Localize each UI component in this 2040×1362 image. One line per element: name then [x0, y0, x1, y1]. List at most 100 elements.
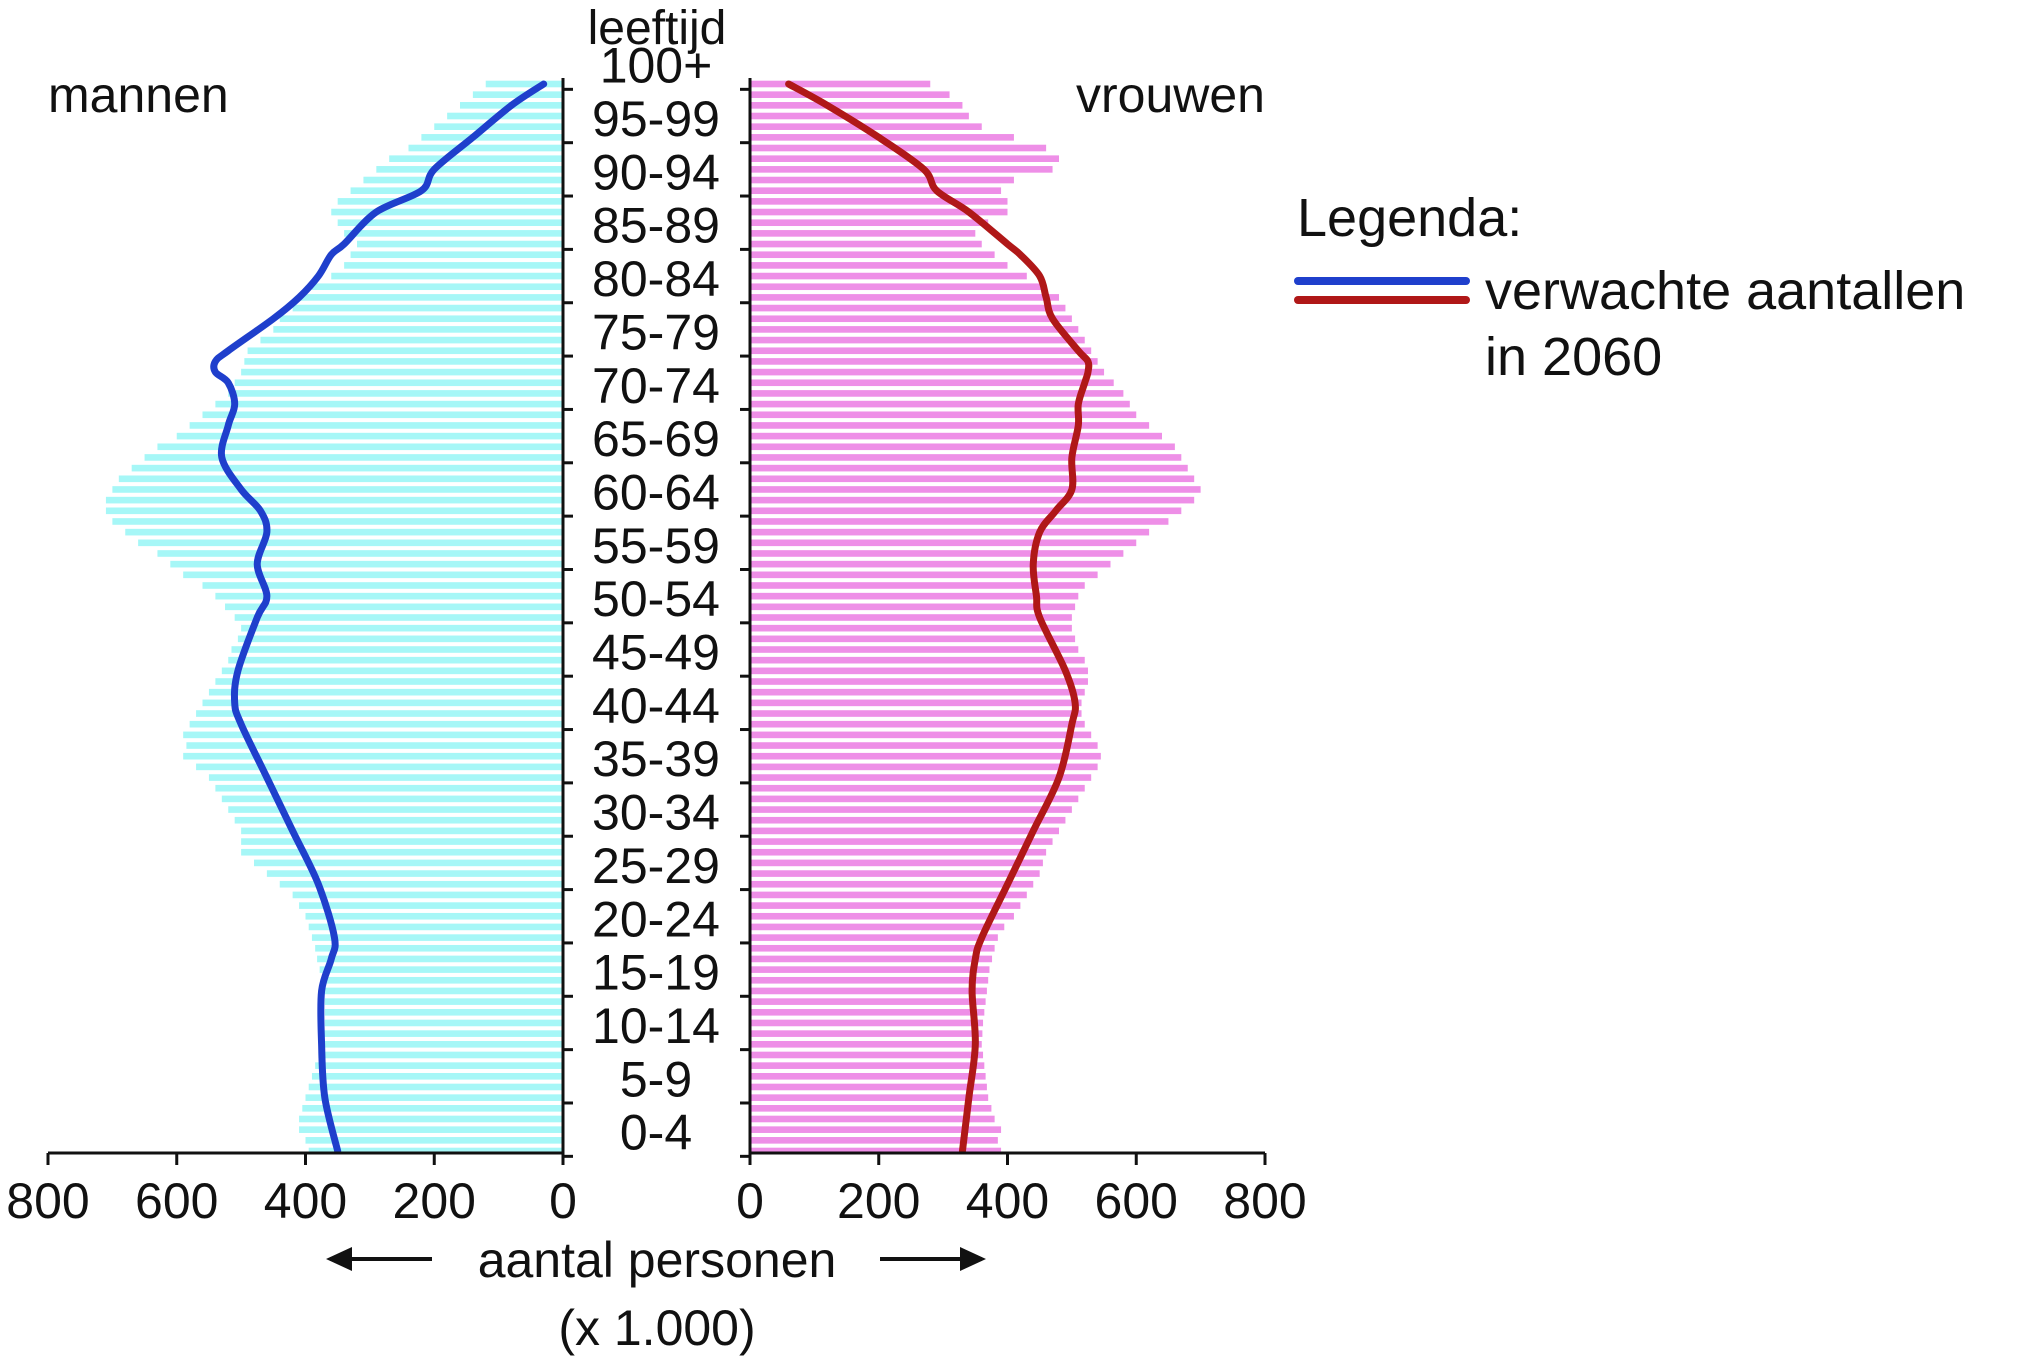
- male-bar-age-71: [228, 390, 563, 397]
- male-bar-age-55: [170, 560, 563, 568]
- female-bar-age-71: [750, 390, 1124, 397]
- female-bar-age-69: [750, 411, 1137, 419]
- male-bar-age-59: [112, 518, 563, 525]
- age-label-75-79: 75-79: [592, 304, 720, 360]
- male-bar-age-49: [241, 624, 563, 632]
- female-bar-age-70: [750, 400, 1130, 408]
- female-bar-age-35: [750, 774, 1092, 781]
- male-bar-age-13: [324, 1008, 563, 1016]
- female-bar-age-11: [750, 1030, 983, 1037]
- male-bar-age-90: [350, 187, 563, 195]
- female-bar-age-48: [750, 635, 1076, 643]
- female-bar-age-63: [750, 475, 1195, 483]
- age-label-25-29: 25-29: [592, 838, 720, 894]
- x-tick-label-left: 800: [6, 1173, 89, 1229]
- female-bar-age-53: [750, 582, 1085, 589]
- male-bar-age-6: [308, 1083, 563, 1091]
- female-bar-age-32: [750, 806, 1072, 813]
- female-bar-age-24: [750, 891, 1027, 899]
- female-bar-age-23: [750, 902, 1021, 909]
- age-label-70-74: 70-74: [592, 358, 720, 414]
- male-bar-age-52: [215, 592, 563, 600]
- male-bar-age-2: [299, 1126, 563, 1133]
- male-projection-line: [210, 80, 548, 1155]
- male-bar-age-64: [131, 464, 563, 472]
- chart-title: leeftijd: [588, 2, 727, 55]
- male-bar-age-12: [324, 1019, 563, 1027]
- male-bar-age-25: [279, 880, 563, 888]
- age-label-85-89: 85-89: [592, 198, 720, 254]
- male-bar-age-83: [344, 262, 563, 269]
- male-bar-age-43: [208, 688, 563, 696]
- female-bar-age-30: [750, 827, 1059, 835]
- male-bar-age-72: [234, 379, 563, 387]
- female-bar-age-9: [750, 1051, 984, 1059]
- male-bar-age-1: [305, 1137, 563, 1144]
- female-bar-age-68: [750, 422, 1150, 429]
- male-bar-age-91: [363, 176, 563, 184]
- male-bar-age-7: [311, 1073, 563, 1080]
- x-tick-label-right: 0: [736, 1173, 764, 1229]
- female-bar-age-99: [750, 91, 950, 98]
- female-bar-age-46: [750, 656, 1085, 664]
- male-bar-age-84: [350, 251, 563, 259]
- female-bar-age-37: [750, 752, 1101, 760]
- age-label-95-99: 95-99: [592, 91, 720, 147]
- x-tick-label-left: 0: [549, 1173, 577, 1229]
- female-bar-age-61: [750, 496, 1195, 504]
- male-bar-age-17: [319, 966, 563, 973]
- male-bar-age-87: [337, 219, 563, 227]
- female-bar-age-55: [750, 560, 1111, 568]
- female-bar-age-82: [750, 272, 1027, 280]
- female-bar-age-21: [750, 923, 1005, 931]
- male-bar-age-69: [202, 411, 563, 419]
- female-bar-age-78: [750, 315, 1072, 323]
- age-label-55-59: 55-59: [592, 518, 720, 574]
- x-tick-label-right: 200: [837, 1173, 920, 1229]
- male-bar-age-88: [331, 208, 563, 216]
- arrow-left-icon: [326, 1247, 352, 1271]
- female-bar-age-52: [750, 592, 1079, 600]
- age-label-50-54: 50-54: [592, 571, 720, 627]
- female-bar-age-67: [750, 432, 1162, 440]
- male-bar-age-21: [308, 923, 563, 931]
- age-label-15-19: 15-19: [592, 945, 720, 1001]
- female-bar-age-20: [750, 934, 998, 941]
- female-bar-age-39: [750, 731, 1092, 739]
- female-bar-age-18: [750, 955, 993, 963]
- male-bar-age-73: [241, 368, 563, 376]
- male-bar-age-3: [299, 1115, 563, 1123]
- female-bar-age-75: [750, 347, 1092, 355]
- female-bar-age-17: [750, 966, 990, 973]
- x-tick-label-right: 400: [966, 1173, 1049, 1229]
- female-projection-line: [785, 80, 1093, 1155]
- female-bar-age-66: [750, 443, 1175, 451]
- male-bar-age-89: [337, 198, 563, 205]
- male-bar-age-35: [208, 774, 563, 781]
- x-tick-labels: 800 600 400 200 0 0 200 400 600 800: [6, 1173, 1306, 1229]
- male-bar-age-0: [308, 1147, 563, 1155]
- male-bar-age-30: [241, 827, 563, 835]
- male-bar-age-29: [241, 838, 563, 845]
- female-bar-age-92: [750, 166, 1053, 173]
- male-bar-age-4: [302, 1105, 563, 1112]
- male-bar-age-99: [472, 91, 563, 98]
- female-bar-age-89: [750, 198, 1008, 205]
- male-bar-age-48: [237, 635, 563, 643]
- x-tick-label-right: 600: [1095, 1173, 1178, 1229]
- male-bar-age-80: [299, 294, 563, 301]
- male-bar-age-92: [376, 166, 563, 173]
- legend-label-line2: in 2060: [1485, 327, 1662, 387]
- male-bar-age-10: [321, 1040, 563, 1048]
- female-bar-age-2: [750, 1126, 1002, 1133]
- female-bar-age-84: [750, 251, 995, 259]
- male-bar-age-93: [389, 155, 563, 162]
- female-bar-age-6: [750, 1083, 987, 1091]
- female-bar-age-60: [750, 507, 1182, 515]
- female-bar-age-72: [750, 379, 1114, 387]
- male-bar-age-62: [112, 486, 563, 493]
- x-axis-label: aantal personen: [478, 1232, 837, 1288]
- female-bar-age-0: [750, 1147, 1002, 1155]
- male-bar-age-51: [225, 603, 563, 611]
